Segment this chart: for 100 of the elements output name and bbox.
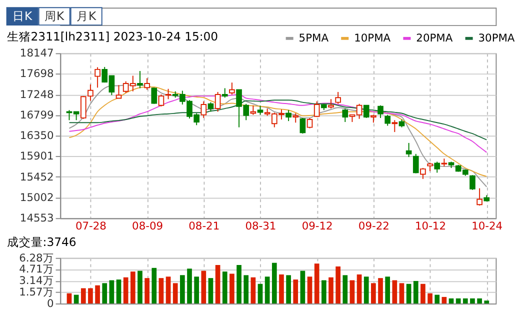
bar xyxy=(434,294,440,304)
bar xyxy=(272,262,277,304)
bar xyxy=(448,298,454,304)
bar xyxy=(201,270,206,304)
candlestick xyxy=(434,161,440,174)
candlestick xyxy=(470,174,476,190)
candlestick xyxy=(214,91,221,112)
bar xyxy=(250,277,256,304)
bar xyxy=(314,264,320,304)
bar xyxy=(123,277,128,304)
bar xyxy=(130,272,136,304)
candlestick xyxy=(257,105,264,116)
bar xyxy=(385,276,390,304)
bar xyxy=(307,276,312,304)
bar xyxy=(371,283,376,304)
legend-label: 30PMA xyxy=(478,31,516,44)
y-tick-label: 18147 xyxy=(20,46,54,60)
x-tick-label: 08-09 xyxy=(132,219,164,232)
candlestick xyxy=(200,100,207,118)
y-tick-label: 4.71万 xyxy=(19,262,54,276)
candlestick xyxy=(335,91,341,104)
bar xyxy=(442,296,447,304)
y-tick-label: 3.14万 xyxy=(19,274,54,288)
text: 日K xyxy=(12,9,32,24)
candlestick xyxy=(208,102,214,112)
bar xyxy=(300,270,306,304)
bar xyxy=(364,276,369,304)
y-tick-label: 17698 xyxy=(20,67,54,80)
y-tick-label: 16799 xyxy=(20,108,54,122)
candlestick xyxy=(378,104,384,118)
candlestick xyxy=(420,168,426,180)
candlestick xyxy=(306,117,313,129)
bar xyxy=(258,284,263,304)
bar xyxy=(144,278,150,304)
bar xyxy=(180,275,185,304)
y-tick-label: 0 xyxy=(47,296,54,310)
candlestick xyxy=(342,108,348,122)
bar xyxy=(109,280,114,304)
y-tick-label: 15452 xyxy=(20,170,54,184)
bar xyxy=(116,280,122,304)
y-tick-label: 6.28万 xyxy=(19,251,54,264)
candlestick xyxy=(412,153,419,174)
bar xyxy=(102,283,108,304)
candlestick xyxy=(476,188,482,206)
y-tick-label: 17248 xyxy=(20,88,54,101)
bar xyxy=(428,293,432,304)
bar xyxy=(194,276,200,304)
bar xyxy=(293,280,298,304)
candlestick xyxy=(286,110,292,122)
candlestick xyxy=(144,78,150,90)
bar xyxy=(413,280,418,304)
candlestick xyxy=(292,112,299,124)
candlestick xyxy=(406,142,412,158)
bar xyxy=(279,274,284,304)
bar xyxy=(208,278,214,304)
x-tick-label: 08-21 xyxy=(188,219,220,232)
bar xyxy=(74,294,79,304)
bar xyxy=(236,265,242,304)
chart-title: 成交量:3746 xyxy=(6,235,76,250)
bar xyxy=(230,274,234,304)
bar xyxy=(66,293,72,304)
bar xyxy=(378,278,383,304)
candlestick xyxy=(300,117,306,134)
candlestick xyxy=(328,98,334,110)
candlestick xyxy=(222,88,228,98)
bar xyxy=(456,298,461,304)
bar xyxy=(286,275,291,304)
candlestick xyxy=(165,88,172,100)
bar xyxy=(399,283,404,304)
text: 月K xyxy=(76,9,97,24)
y-tick-label: 15901 xyxy=(20,150,54,163)
bar xyxy=(264,276,270,304)
bar xyxy=(152,268,157,304)
bar xyxy=(215,265,220,304)
legend-label: 20PMA xyxy=(416,31,454,44)
candlestick xyxy=(384,114,390,126)
bar xyxy=(420,284,426,304)
bar xyxy=(158,278,164,304)
bar xyxy=(356,274,362,304)
bar xyxy=(244,275,249,304)
candlestick xyxy=(392,120,398,133)
x-tick-label: 09-22 xyxy=(358,219,390,232)
bar xyxy=(80,288,86,304)
bar xyxy=(222,272,228,304)
bar xyxy=(392,280,398,304)
y-tick-label: 15002 xyxy=(20,190,54,204)
candlestick xyxy=(94,66,100,88)
x-tick-label: 07-28 xyxy=(75,219,107,232)
candlestick xyxy=(363,104,370,118)
bar xyxy=(484,300,490,304)
candlestick xyxy=(116,84,122,99)
x-tick-label: 08-31 xyxy=(245,219,276,232)
bar xyxy=(350,280,355,304)
candlestick xyxy=(314,100,320,118)
bar xyxy=(88,288,93,304)
bar xyxy=(328,277,334,304)
candlestick xyxy=(229,82,235,95)
text: 周K xyxy=(44,9,65,24)
x-tick-label: 10-12 xyxy=(415,219,446,232)
y-tick-label: 16350 xyxy=(20,129,54,142)
